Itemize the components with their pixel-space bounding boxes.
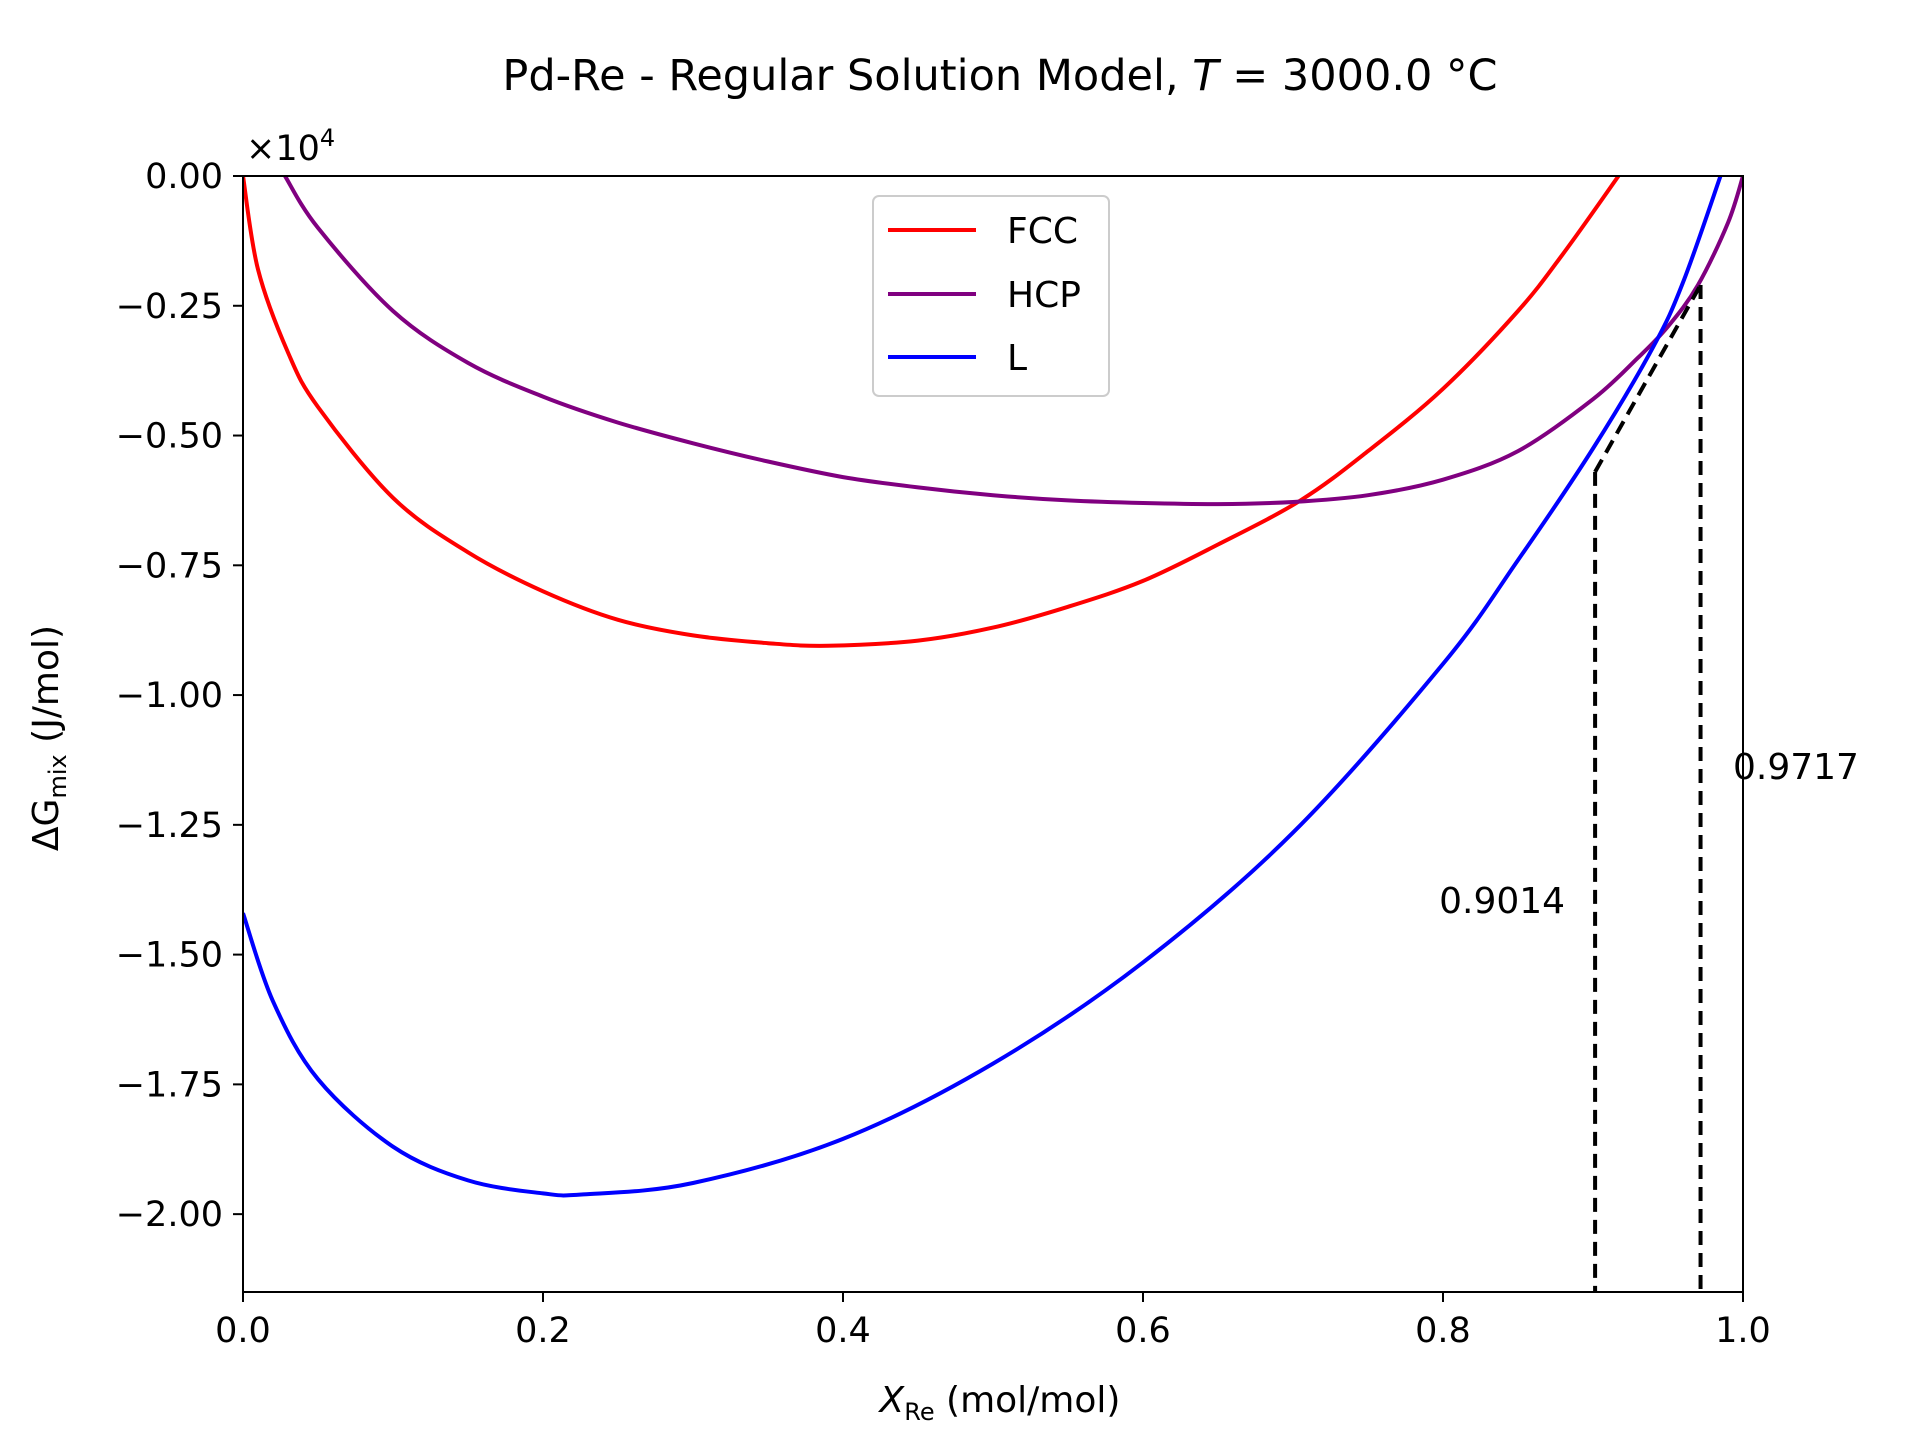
plot-frame — [242, 175, 1744, 1293]
legend-label-fcc: FCC — [1007, 211, 1078, 252]
y-axis-label: ΔGmix (J/mol) — [26, 625, 72, 851]
y-tick-label: −1.75 — [116, 1065, 223, 1105]
legend-label-hcp: HCP — [1007, 275, 1081, 316]
axis-ticks: 0.0 0.2 0.4 0.6 0.8 1.0 0.00 −0.25 −0.50 −0.75 −1.… — [116, 157, 1771, 1351]
legend-box — [872, 195, 1110, 397]
tangent-line — [1593, 284, 1703, 473]
y-tick-label: 0.00 — [145, 157, 223, 197]
y-tick-label: −0.50 — [116, 417, 223, 457]
x-tick-label: 1.0 — [1715, 1311, 1771, 1351]
x-tick-label: 0.4 — [815, 1311, 871, 1351]
y-tick-label: −0.25 — [116, 287, 223, 327]
x-tick-label: 0.8 — [1415, 1311, 1471, 1351]
legend-label-l: L — [1007, 338, 1027, 379]
y-tick-label: −1.25 — [116, 806, 223, 846]
x-axis-label: XRe (mol/mol) — [878, 1380, 1121, 1426]
series-line-hcp — [283, 176, 1743, 507]
x-tick-label: 0.2 — [515, 1311, 571, 1351]
y-tick-label: −1.00 — [116, 676, 223, 716]
y-tick-label: −0.75 — [116, 546, 223, 586]
y-scale-multiplier: ×104 — [246, 124, 335, 169]
legend: FCC HCP L — [872, 195, 1110, 397]
annotation-label: 0.9717 — [1733, 747, 1859, 788]
y-tick-label: −1.50 — [116, 936, 223, 976]
annotation-label: 0.9014 — [1439, 881, 1565, 922]
y-tick-label: −2.00 — [116, 1195, 223, 1235]
chart-title: Pd-Re - Regular Solution Model, T = 3000… — [502, 51, 1497, 101]
plot-lines — [243, 176, 1743, 1198]
x-tick-label: 0.0 — [215, 1311, 271, 1351]
series-line-l — [243, 176, 1723, 1198]
x-tick-label: 0.6 — [1115, 1311, 1171, 1351]
series-line-fcc — [243, 176, 1621, 648]
common-tangent — [1593, 284, 1703, 1292]
